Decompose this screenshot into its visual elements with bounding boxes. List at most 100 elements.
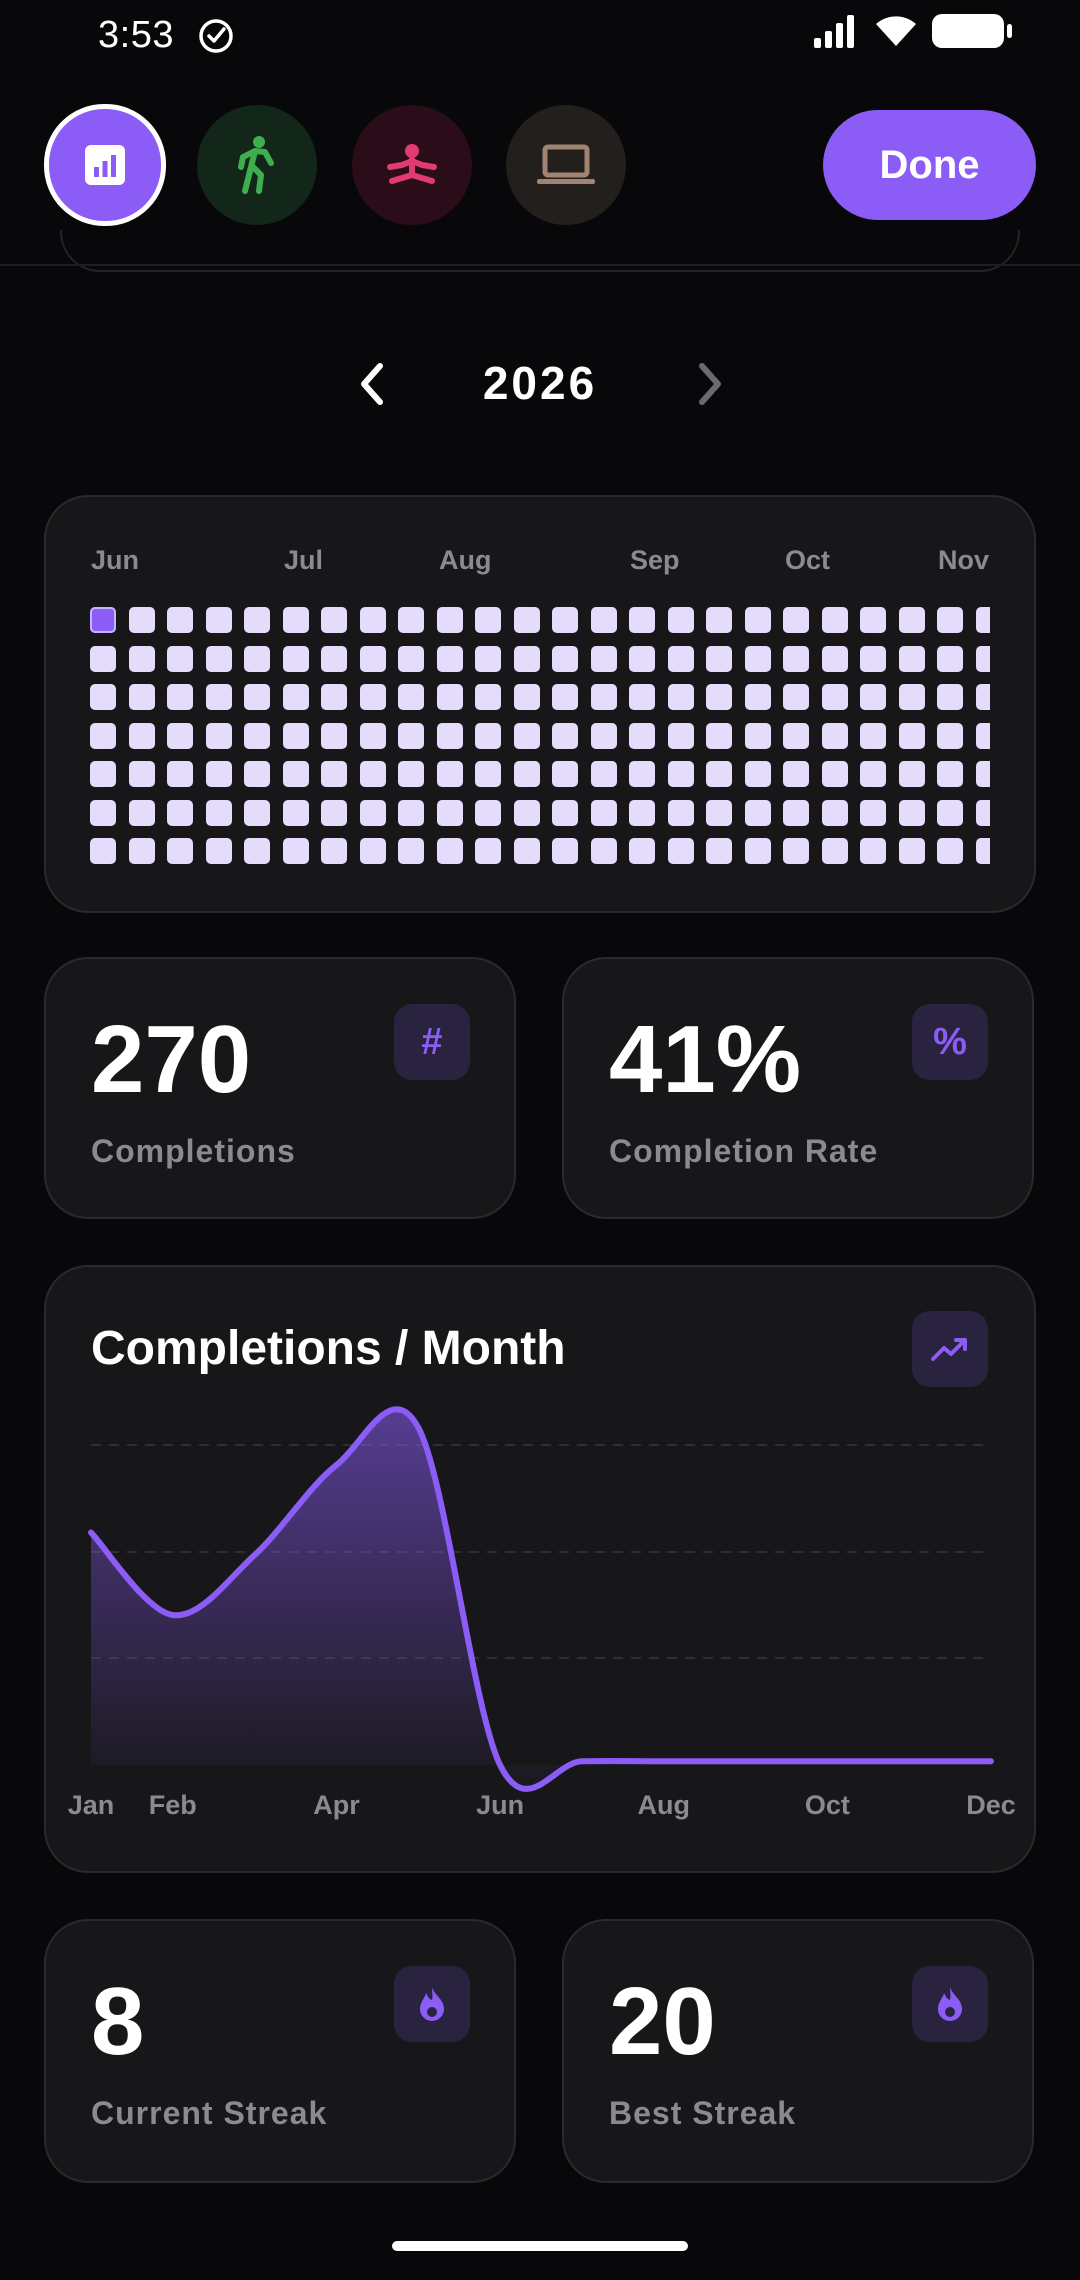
heatmap-cell[interactable] bbox=[783, 799, 809, 826]
heatmap-cell[interactable] bbox=[590, 684, 617, 710]
heatmap-cell[interactable] bbox=[205, 838, 232, 864]
heatmap-cell[interactable] bbox=[359, 838, 386, 864]
heatmap-cell[interactable] bbox=[167, 761, 193, 787]
heatmap-cell[interactable] bbox=[821, 722, 848, 749]
heatmap-cell[interactable] bbox=[513, 838, 540, 864]
heatmap-cell[interactable] bbox=[860, 645, 886, 672]
heatmap-cell[interactable] bbox=[244, 761, 270, 787]
heatmap-cell[interactable] bbox=[321, 607, 347, 633]
heatmap-cell[interactable] bbox=[205, 761, 232, 787]
heatmap-cell[interactable] bbox=[321, 799, 347, 826]
heatmap-cell[interactable] bbox=[744, 799, 771, 826]
heatmap-cell[interactable] bbox=[629, 684, 655, 710]
heatmap-cell[interactable] bbox=[821, 799, 848, 826]
heatmap-cell[interactable] bbox=[975, 838, 990, 864]
heatmap-cell[interactable] bbox=[706, 722, 732, 749]
heatmap-cell[interactable] bbox=[552, 684, 578, 710]
heatmap-cell[interactable] bbox=[128, 607, 155, 633]
heatmap-cell[interactable] bbox=[167, 722, 193, 749]
heatmap-cell[interactable] bbox=[359, 607, 386, 633]
heatmap-cell[interactable] bbox=[282, 607, 309, 633]
heatmap-cell[interactable] bbox=[205, 607, 232, 633]
heatmap-cell[interactable] bbox=[436, 799, 463, 826]
heatmap-cell[interactable] bbox=[667, 645, 694, 672]
heatmap-cell[interactable] bbox=[244, 799, 270, 826]
habit-laptop-button[interactable] bbox=[506, 105, 626, 225]
heatmap-cell[interactable] bbox=[205, 645, 232, 672]
heatmap-cell[interactable] bbox=[167, 645, 193, 672]
heatmap-cell[interactable] bbox=[898, 838, 925, 864]
heatmap-cell[interactable] bbox=[90, 607, 116, 633]
heatmap-cell[interactable] bbox=[282, 645, 309, 672]
heatmap-cell[interactable] bbox=[975, 761, 990, 787]
heatmap-cell[interactable] bbox=[552, 607, 578, 633]
heatmap-cell[interactable] bbox=[436, 684, 463, 710]
heatmap-cell[interactable] bbox=[706, 645, 732, 672]
heatmap-cell[interactable] bbox=[744, 684, 771, 710]
heatmap-cell[interactable] bbox=[898, 684, 925, 710]
heatmap-cell[interactable] bbox=[436, 645, 463, 672]
heatmap-cell[interactable] bbox=[744, 607, 771, 633]
heatmap-cell[interactable] bbox=[783, 761, 809, 787]
heatmap-cell[interactable] bbox=[629, 838, 655, 864]
heatmap-cell[interactable] bbox=[744, 761, 771, 787]
heatmap-cell[interactable] bbox=[90, 761, 116, 787]
heatmap-cell[interactable] bbox=[475, 722, 501, 749]
heatmap-cell[interactable] bbox=[629, 761, 655, 787]
heatmap-cell[interactable] bbox=[706, 799, 732, 826]
heatmap-cell[interactable] bbox=[282, 722, 309, 749]
heatmap-cell[interactable] bbox=[937, 607, 963, 633]
heatmap-cell[interactable] bbox=[667, 799, 694, 826]
heatmap-cell[interactable] bbox=[821, 838, 848, 864]
heatmap-cell[interactable] bbox=[783, 645, 809, 672]
heatmap-cell[interactable] bbox=[244, 684, 270, 710]
heatmap-cell[interactable] bbox=[821, 684, 848, 710]
heatmap-cell[interactable] bbox=[359, 684, 386, 710]
heatmap-cell[interactable] bbox=[475, 607, 501, 633]
heatmap-cell[interactable] bbox=[475, 761, 501, 787]
heatmap-cell[interactable] bbox=[167, 838, 193, 864]
heatmap-cell[interactable] bbox=[282, 799, 309, 826]
heatmap-cell[interactable] bbox=[398, 799, 424, 826]
heatmap-cell[interactable] bbox=[282, 761, 309, 787]
heatmap-cell[interactable] bbox=[128, 645, 155, 672]
habit-yoga-button[interactable] bbox=[352, 105, 472, 225]
habit-stats-button[interactable] bbox=[44, 104, 166, 226]
heatmap-cell[interactable] bbox=[321, 684, 347, 710]
heatmap-cell[interactable] bbox=[744, 722, 771, 749]
heatmap-cell[interactable] bbox=[90, 722, 116, 749]
heatmap-cell[interactable] bbox=[552, 645, 578, 672]
heatmap-grid[interactable] bbox=[90, 607, 990, 871]
heatmap-cell[interactable] bbox=[167, 799, 193, 826]
heatmap-cell[interactable] bbox=[128, 722, 155, 749]
heatmap-cell[interactable] bbox=[552, 722, 578, 749]
heatmap-cell[interactable] bbox=[205, 684, 232, 710]
heatmap-cell[interactable] bbox=[744, 838, 771, 864]
heatmap-cell[interactable] bbox=[783, 722, 809, 749]
heatmap-cell[interactable] bbox=[205, 722, 232, 749]
heatmap-cell[interactable] bbox=[629, 607, 655, 633]
heatmap-cell[interactable] bbox=[898, 722, 925, 749]
heatmap-cell[interactable] bbox=[975, 722, 990, 749]
heatmap-cell[interactable] bbox=[436, 761, 463, 787]
heatmap-cell[interactable] bbox=[244, 838, 270, 864]
heatmap-cell[interactable] bbox=[282, 838, 309, 864]
heatmap-cell[interactable] bbox=[282, 684, 309, 710]
heatmap-cell[interactable] bbox=[821, 645, 848, 672]
heatmap-cell[interactable] bbox=[244, 722, 270, 749]
heatmap-cell[interactable] bbox=[860, 838, 886, 864]
heatmap-cell[interactable] bbox=[590, 722, 617, 749]
heatmap-cell[interactable] bbox=[937, 838, 963, 864]
heatmap-cell[interactable] bbox=[90, 684, 116, 710]
heatmap-cell[interactable] bbox=[821, 761, 848, 787]
heatmap-cell[interactable] bbox=[590, 761, 617, 787]
heatmap-cell[interactable] bbox=[706, 838, 732, 864]
heatmap-cell[interactable] bbox=[629, 645, 655, 672]
heatmap-cell[interactable] bbox=[167, 607, 193, 633]
heatmap-cell[interactable] bbox=[321, 722, 347, 749]
heatmap-cell[interactable] bbox=[937, 645, 963, 672]
heatmap-cell[interactable] bbox=[937, 684, 963, 710]
heatmap-cell[interactable] bbox=[552, 799, 578, 826]
heatmap-cell[interactable] bbox=[359, 761, 386, 787]
heatmap-cell[interactable] bbox=[359, 722, 386, 749]
